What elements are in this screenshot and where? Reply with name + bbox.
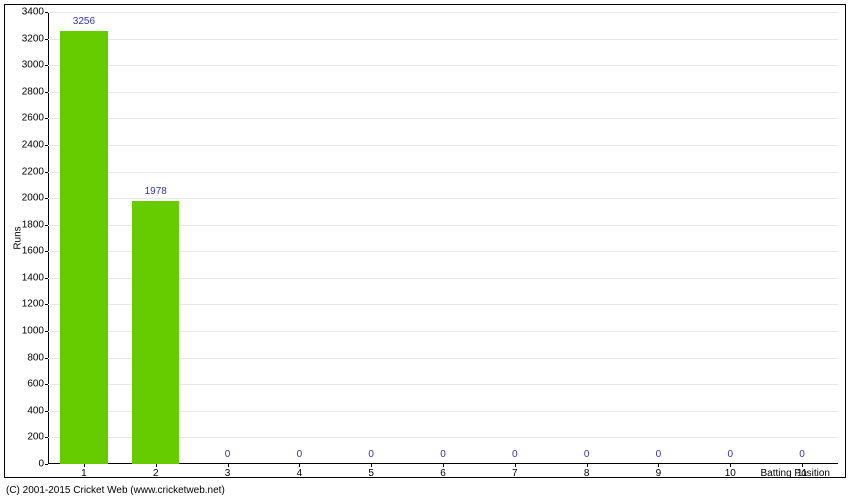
y-tick-label: 0	[38, 459, 44, 470]
y-tick-mark	[45, 225, 48, 226]
grid-line	[48, 65, 838, 66]
copyright-text: (C) 2001-2015 Cricket Web (www.cricketwe…	[6, 485, 225, 496]
x-tick-mark	[658, 464, 659, 467]
x-tick-label: 3	[225, 468, 231, 479]
bar	[60, 31, 107, 464]
x-tick-label: 1	[81, 468, 87, 479]
bar-value-label: 0	[799, 449, 805, 460]
y-tick-mark	[45, 39, 48, 40]
x-tick-mark	[228, 464, 229, 467]
y-tick-label: 2600	[22, 113, 44, 124]
y-tick-label: 800	[27, 352, 44, 363]
y-tick-label: 1800	[22, 219, 44, 230]
y-tick-mark	[45, 384, 48, 385]
y-tick-label: 1000	[22, 326, 44, 337]
x-tick-label: 8	[584, 468, 590, 479]
x-tick-label: 5	[368, 468, 374, 479]
y-tick-mark	[45, 172, 48, 173]
x-tick-label: 4	[297, 468, 303, 479]
y-tick-mark	[45, 278, 48, 279]
x-tick-mark	[371, 464, 372, 467]
bar-value-label: 3256	[73, 16, 95, 27]
bar-value-label: 0	[225, 449, 231, 460]
grid-line	[48, 39, 838, 40]
x-tick-label: 7	[512, 468, 518, 479]
bar-value-label: 1978	[145, 186, 167, 197]
x-tick-label: 2	[153, 468, 159, 479]
y-tick-mark	[45, 65, 48, 66]
bar	[132, 201, 179, 464]
bar-value-label: 0	[584, 449, 590, 460]
y-tick-label: 200	[27, 432, 44, 443]
y-tick-mark	[45, 358, 48, 359]
x-tick-label: 10	[725, 468, 736, 479]
y-tick-label: 1400	[22, 272, 44, 283]
x-tick-mark	[156, 464, 157, 467]
y-tick-label: 2200	[22, 166, 44, 177]
y-tick-label: 2800	[22, 86, 44, 97]
y-tick-mark	[45, 251, 48, 252]
x-tick-label: 9	[656, 468, 662, 479]
y-tick-mark	[45, 304, 48, 305]
y-tick-mark	[45, 118, 48, 119]
y-tick-mark	[45, 411, 48, 412]
x-tick-mark	[84, 464, 85, 467]
bar-value-label: 0	[297, 449, 303, 460]
y-tick-label: 600	[27, 379, 44, 390]
bar-value-label: 0	[656, 449, 662, 460]
x-axis-title: Batting Position	[761, 468, 831, 479]
x-tick-mark	[299, 464, 300, 467]
y-tick-mark	[45, 437, 48, 438]
y-axis-line	[48, 12, 49, 464]
x-tick-mark	[515, 464, 516, 467]
y-tick-label: 400	[27, 405, 44, 416]
y-tick-mark	[45, 145, 48, 146]
grid-line	[48, 92, 838, 93]
x-tick-mark	[443, 464, 444, 467]
grid-line	[48, 12, 838, 13]
y-tick-label: 3400	[22, 7, 44, 18]
grid-line	[48, 198, 838, 199]
y-tick-mark	[45, 12, 48, 13]
y-tick-label: 3000	[22, 60, 44, 71]
x-tick-mark	[730, 464, 731, 467]
grid-line	[48, 172, 838, 173]
grid-line	[48, 118, 838, 119]
y-tick-mark	[45, 198, 48, 199]
y-tick-mark	[45, 92, 48, 93]
y-tick-mark	[45, 331, 48, 332]
bar-value-label: 0	[512, 449, 518, 460]
y-tick-label: 3200	[22, 33, 44, 44]
x-tick-mark	[587, 464, 588, 467]
bar-value-label: 0	[440, 449, 446, 460]
x-tick-mark	[802, 464, 803, 467]
y-tick-mark	[45, 464, 48, 465]
y-axis-title: Runs	[13, 226, 24, 249]
y-tick-label: 1600	[22, 246, 44, 257]
bar-value-label: 0	[727, 449, 733, 460]
grid-line	[48, 145, 838, 146]
y-tick-label: 1200	[22, 299, 44, 310]
bar-value-label: 0	[368, 449, 374, 460]
chart-container: 0200400600800100012001400160018002000220…	[0, 0, 850, 500]
plot-area: 0200400600800100012001400160018002000220…	[48, 12, 838, 464]
y-tick-label: 2000	[22, 193, 44, 204]
x-tick-label: 6	[440, 468, 446, 479]
y-tick-label: 2400	[22, 139, 44, 150]
